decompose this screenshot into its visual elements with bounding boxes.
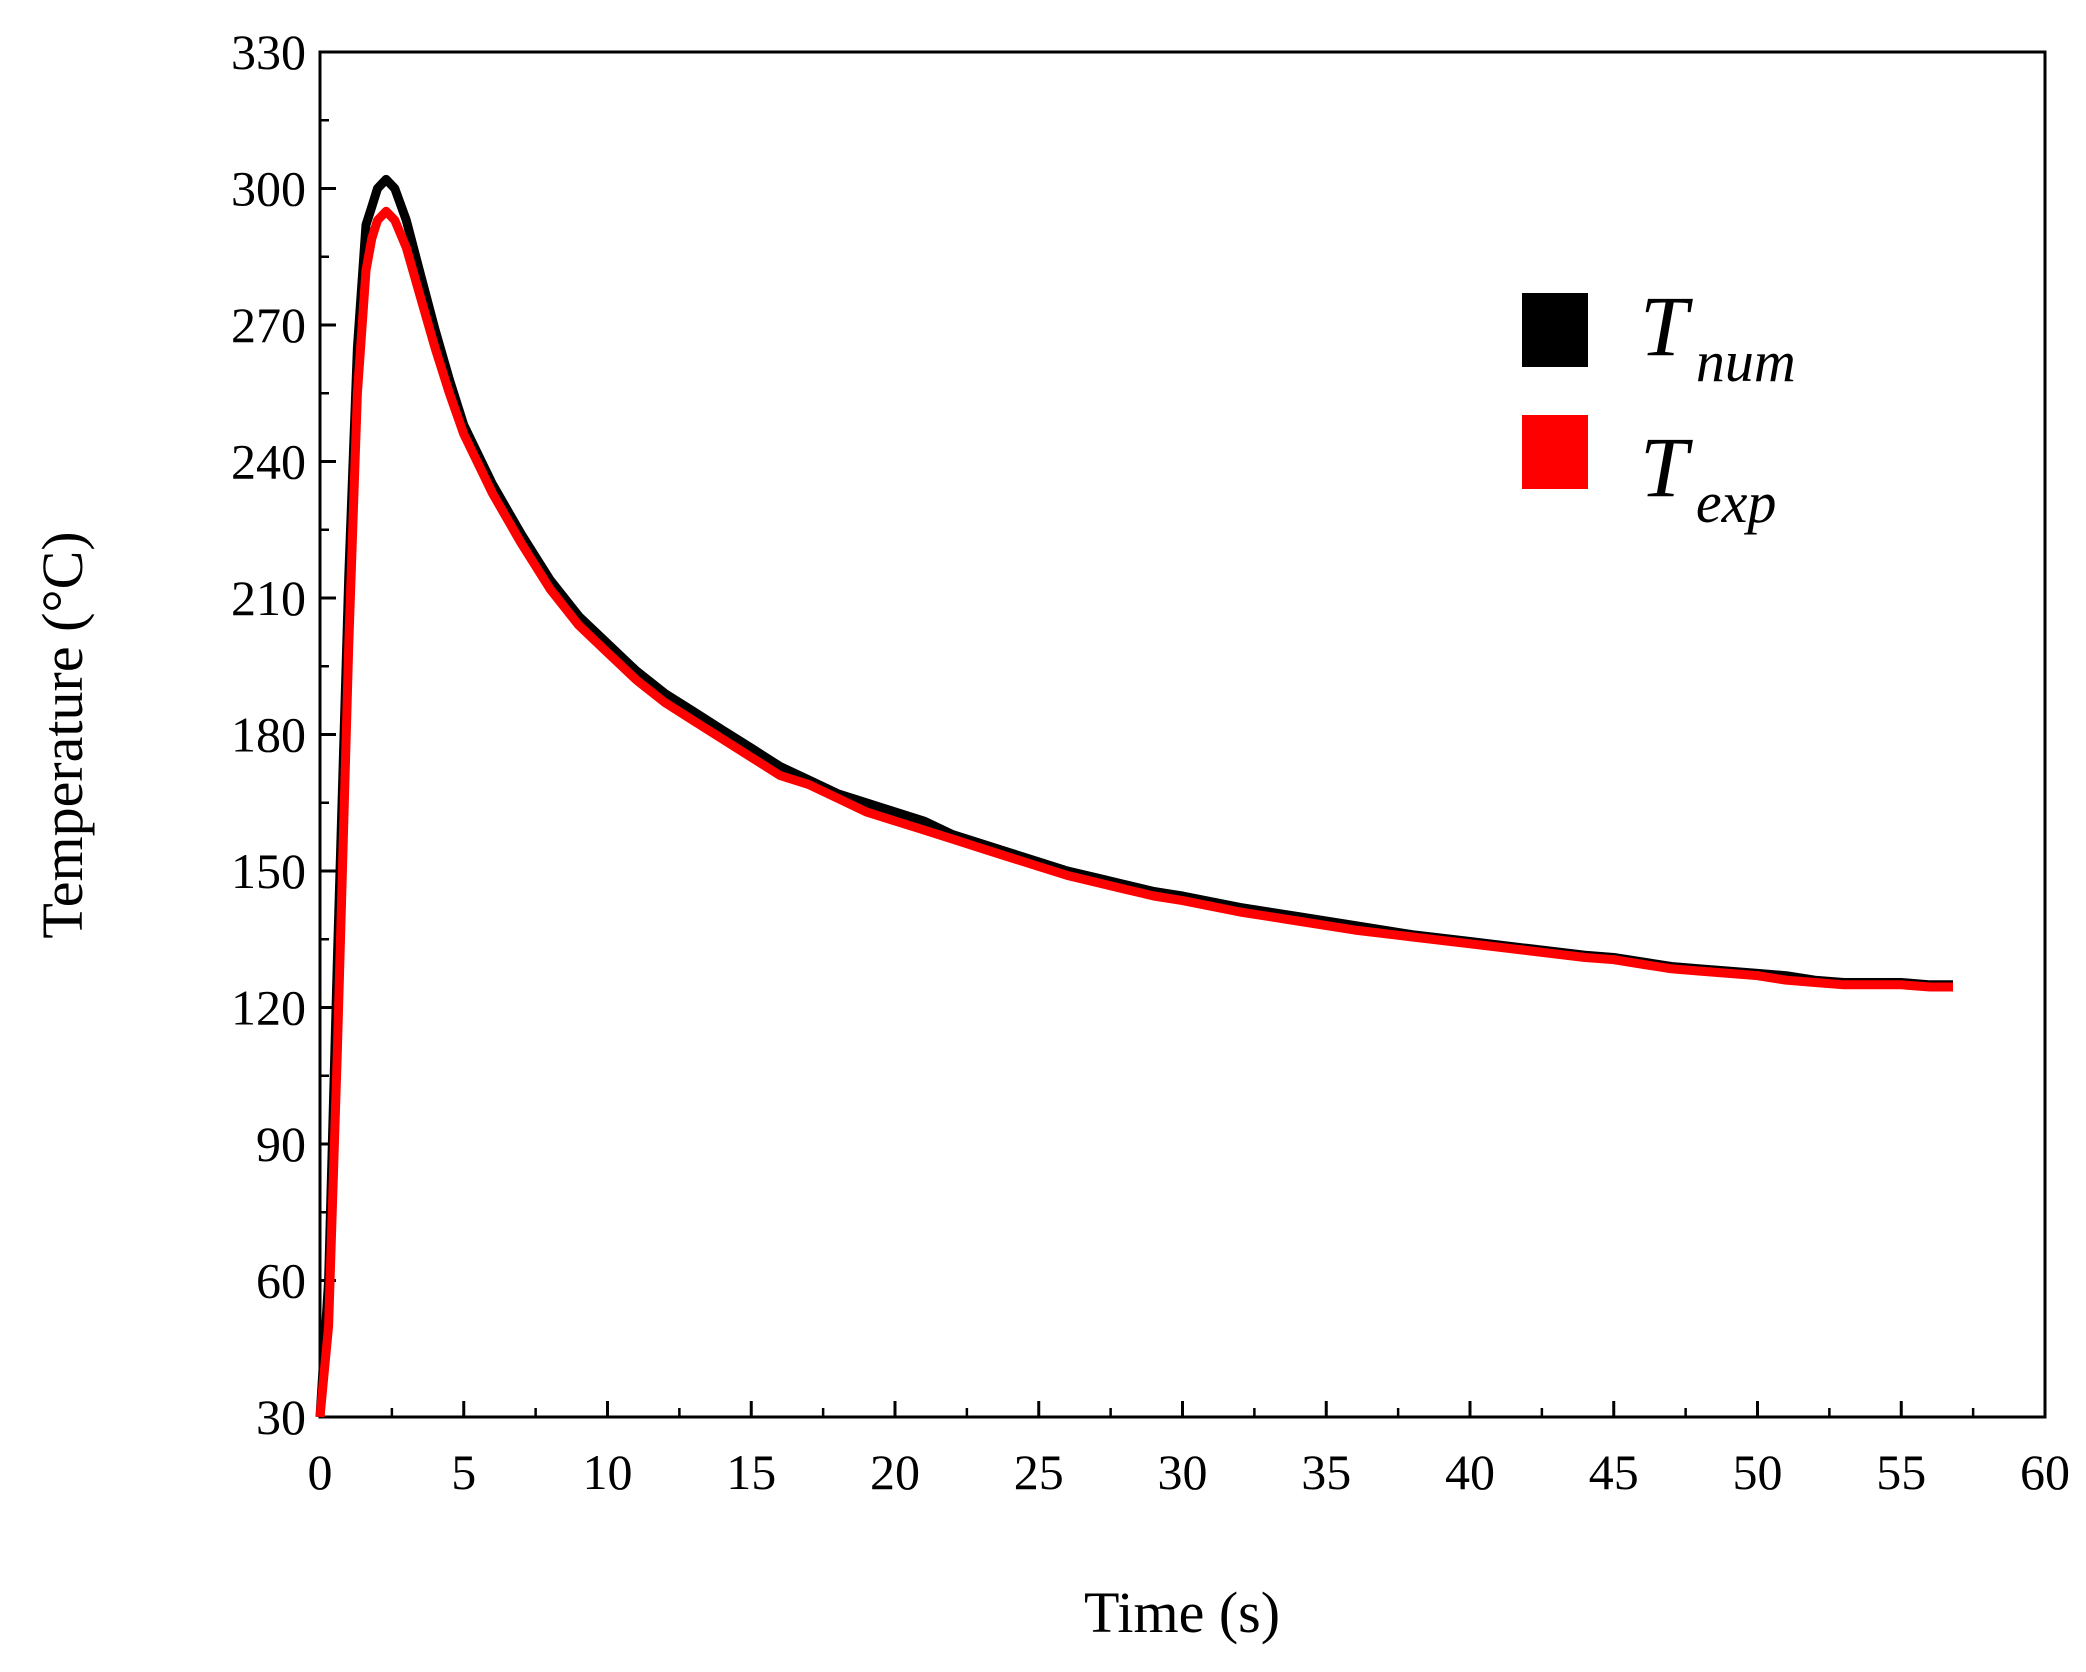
y-tick-label-330: 330 (231, 24, 306, 80)
legend-swatch-exp (1522, 415, 1588, 489)
y-axis-label: Temperature (°C) (30, 531, 95, 938)
x-tick-label-20: 20 (870, 1444, 920, 1500)
legend-label-exp-sub: exp (1696, 470, 1777, 535)
legend-label-exp-main: T (1640, 419, 1693, 515)
x-axis: 0 5 10 15 20 25 30 35 40 45 50 55 60 (308, 1401, 2070, 1500)
y-tick-label-60: 60 (256, 1253, 306, 1309)
x-axis-label: Time (s) (1084, 1580, 1280, 1645)
y-tick-label-150: 150 (231, 843, 306, 899)
y-tick-label-210: 210 (231, 570, 306, 626)
x-tick-label-60: 60 (2020, 1444, 2070, 1500)
y-tick-label-180: 180 (231, 707, 306, 763)
y-tick-label-90: 90 (256, 1116, 306, 1172)
plot-frame (318, 50, 2047, 1419)
series-line-t-num (315, 206, 1953, 1418)
x-tick-label-15: 15 (726, 1444, 776, 1500)
x-tick-label-55: 55 (1876, 1444, 1926, 1500)
y-tick-label-120: 120 (231, 980, 306, 1036)
x-tick-label-40: 40 (1445, 1444, 1495, 1500)
x-tick-label-30: 30 (1158, 1444, 1208, 1500)
y-tick-label-300: 300 (231, 161, 306, 217)
legend-swatch-num (1522, 293, 1588, 367)
x-tick-label-10: 10 (583, 1444, 633, 1500)
x-tick-label-35: 35 (1301, 1444, 1351, 1500)
x-tick-label-0: 0 (308, 1444, 333, 1500)
legend-label-num-main: T (1640, 278, 1693, 374)
y-tick-label-240: 240 (231, 434, 306, 490)
x-tick-label-5: 5 (451, 1444, 476, 1500)
y-axis: 30 60 90 120 150 180 210 240 270 300 330 (231, 24, 336, 1445)
y-tick-label-270: 270 (231, 297, 306, 353)
x-tick-label-25: 25 (1014, 1444, 1064, 1500)
series-lines (315, 174, 1953, 1418)
x-tick-label-45: 45 (1589, 1444, 1639, 1500)
x-tick-label-50: 50 (1733, 1444, 1783, 1500)
y-tick-label-30: 30 (256, 1389, 306, 1445)
legend-label-num-sub: num (1696, 329, 1796, 394)
